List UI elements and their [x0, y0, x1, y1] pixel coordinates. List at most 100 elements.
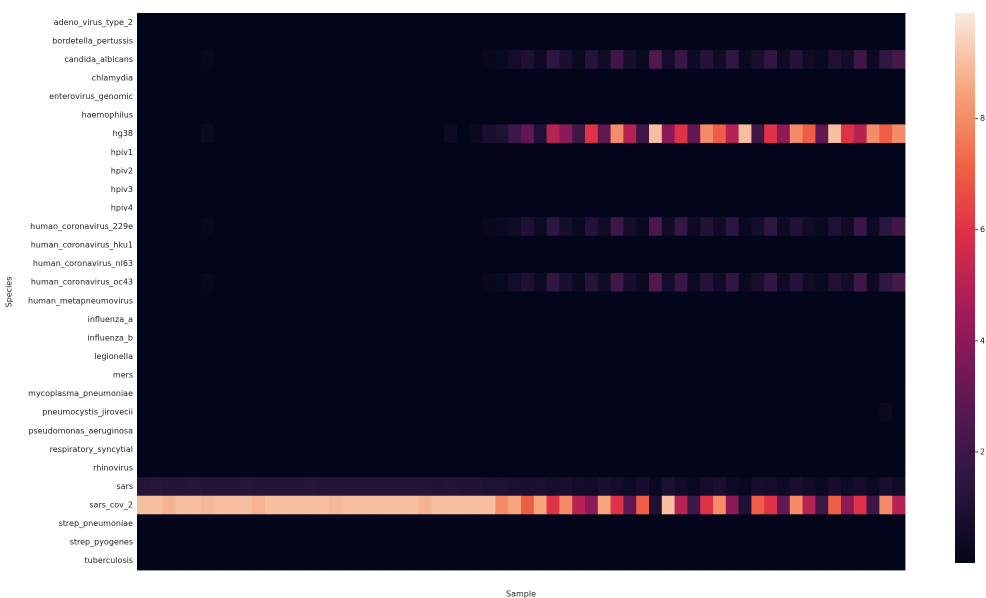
heatmap-cell [713, 31, 727, 51]
heatmap-cell [892, 217, 906, 237]
heatmap-cell [521, 124, 535, 144]
heatmap-cell [802, 217, 816, 237]
heatmap-cell [623, 13, 637, 32]
heatmap-cell [341, 384, 355, 404]
heatmap-cell [610, 124, 624, 144]
heatmap-cell [316, 514, 330, 534]
heatmap-cell [815, 551, 829, 571]
heatmap-cell [828, 458, 842, 478]
heatmap-cell [405, 50, 419, 70]
heatmap-cell [316, 180, 330, 200]
heatmap-cell [661, 328, 675, 348]
heatmap-cell [764, 384, 778, 404]
heatmap-cell [597, 477, 611, 497]
heatmap-cell [482, 87, 496, 107]
heatmap-cell [623, 142, 637, 162]
heatmap-cell [700, 291, 714, 311]
heatmap-cell [636, 272, 650, 292]
y-tick-label: influenza_a [88, 315, 133, 324]
heatmap-cell [751, 68, 765, 88]
heatmap-cell [610, 347, 624, 367]
heatmap-cell [521, 421, 535, 441]
heatmap-cell [533, 198, 547, 218]
heatmap-cell [405, 254, 419, 274]
heatmap-cell [354, 50, 368, 70]
heatmap-cell [201, 31, 215, 51]
heatmap-cell [354, 365, 368, 385]
heatmap-cell [290, 328, 304, 348]
heatmap-cell [137, 198, 151, 218]
heatmap-cell [533, 235, 547, 255]
heatmap-cell [559, 365, 573, 385]
heatmap-cell [636, 495, 650, 515]
heatmap-cell [265, 254, 279, 274]
heatmap-cell [636, 13, 650, 32]
heatmap-cell [316, 328, 330, 348]
heatmap-cell [636, 161, 650, 181]
heatmap-cell [815, 402, 829, 422]
heatmap-cell [380, 13, 394, 32]
heatmap-cell [482, 310, 496, 330]
heatmap-cell [713, 421, 727, 441]
heatmap-cell [239, 291, 253, 311]
heatmap-cell [623, 87, 637, 107]
heatmap-cell [290, 347, 304, 367]
heatmap-cell [751, 161, 765, 181]
heatmap-cell [213, 495, 227, 515]
heatmap-cell [393, 105, 407, 125]
heatmap-cell [341, 13, 355, 32]
heatmap-cell [661, 105, 675, 125]
heatmap-cell [751, 384, 765, 404]
heatmap-cell [354, 254, 368, 274]
heatmap-cell [879, 31, 893, 51]
heatmap-cell [290, 180, 304, 200]
heatmap-cell [418, 477, 432, 497]
heatmap-cell [137, 514, 151, 534]
heatmap-cell [239, 161, 253, 181]
heatmap-cell [341, 180, 355, 200]
heatmap-cell [751, 347, 765, 367]
heatmap-cell [162, 161, 176, 181]
heatmap-cell [610, 440, 624, 459]
heatmap-cell [175, 458, 189, 478]
heatmap-cell [866, 254, 880, 274]
heatmap-cell [764, 142, 778, 162]
heatmap-cell [597, 31, 611, 51]
heatmap-cell [149, 421, 163, 441]
heatmap-cell [546, 477, 560, 497]
heatmap-cell [597, 272, 611, 292]
heatmap-cell [687, 514, 701, 534]
heatmap-cell [444, 124, 458, 144]
heatmap-cell [201, 68, 215, 88]
heatmap-cell [789, 161, 803, 181]
heatmap-cell [777, 477, 791, 497]
heatmap-cell [431, 421, 445, 441]
heatmap-cell [405, 310, 419, 330]
heatmap-cell [508, 365, 522, 385]
heatmap-cell [892, 50, 906, 70]
heatmap-cell [354, 217, 368, 237]
heatmap-cell [431, 124, 445, 144]
heatmap-cell [252, 365, 266, 385]
heatmap-cell [700, 440, 714, 459]
heatmap-cell [559, 402, 573, 422]
heatmap-cell [879, 235, 893, 255]
heatmap-cell [405, 142, 419, 162]
heatmap-cell [649, 87, 663, 107]
y-tick-label: rhinovirus [93, 463, 133, 472]
heatmap-cell [649, 142, 663, 162]
heatmap-cell [764, 347, 778, 367]
heatmap-cell [879, 50, 893, 70]
heatmap-cell [303, 161, 317, 181]
heatmap-cell [431, 142, 445, 162]
heatmap-cell [815, 124, 829, 144]
heatmap-cell [841, 272, 855, 292]
heatmap-cell [546, 495, 560, 515]
heatmap-cell [802, 384, 816, 404]
heatmap-cell [661, 421, 675, 441]
heatmap-cell [828, 87, 842, 107]
heatmap-cell [815, 50, 829, 70]
heatmap-cell [226, 124, 240, 144]
heatmap-cell [738, 13, 752, 32]
heatmap-cell [585, 347, 599, 367]
